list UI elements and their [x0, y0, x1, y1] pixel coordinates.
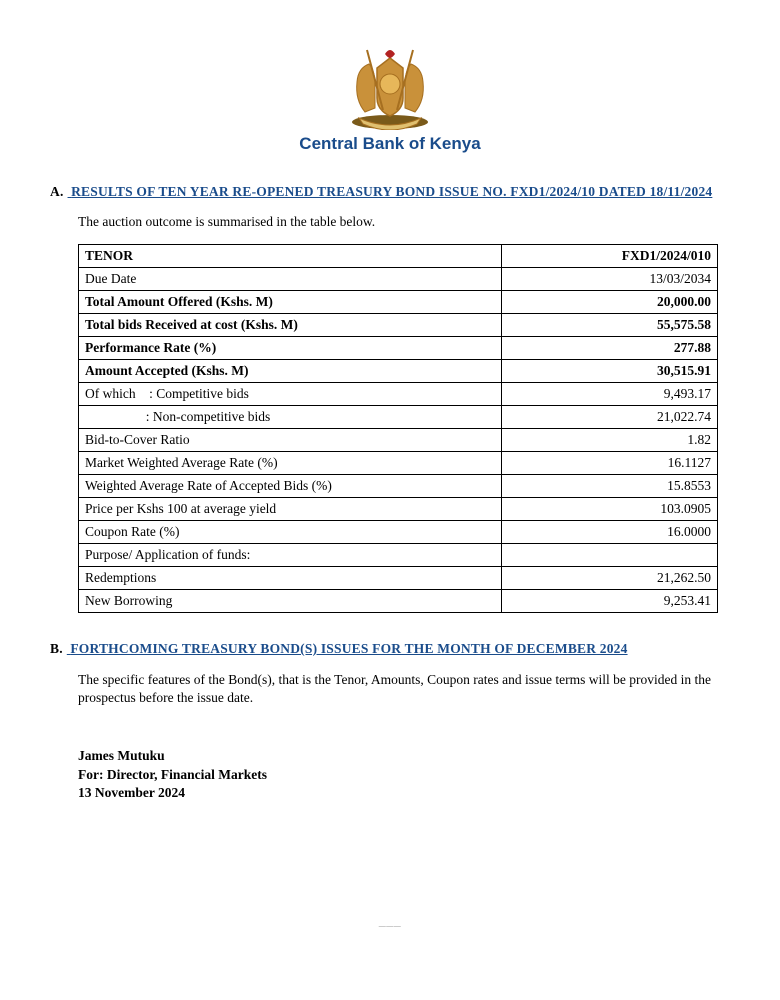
row-value: [501, 544, 717, 567]
row-value: 9,493.17: [501, 383, 717, 406]
document-page: Central Bank of Kenya A. RESULTS OF TEN …: [0, 0, 780, 990]
row-label: Total Amount Offered (Kshs. M): [79, 291, 502, 314]
row-label: Weighted Average Rate of Accepted Bids (…: [79, 475, 502, 498]
section-a-intro: The auction outcome is summarised in the…: [78, 214, 730, 230]
table-row: Total bids Received at cost (Kshs. M)55,…: [79, 314, 718, 337]
table-row: Amount Accepted (Kshs. M)30,515.91: [79, 360, 718, 383]
row-label: Bid-to-Cover Ratio: [79, 429, 502, 452]
coat-of-arms-icon: [335, 40, 445, 130]
signatory-title: For: Director, Financial Markets: [78, 766, 730, 784]
row-value: 16.1127: [501, 452, 717, 475]
table-row: Of which : Competitive bids9,493.17: [79, 383, 718, 406]
row-value: 21,262.50: [501, 567, 717, 590]
row-value: 277.88: [501, 337, 717, 360]
table-row: Coupon Rate (%)16.0000: [79, 521, 718, 544]
section-b-body: The specific features of the Bond(s), th…: [78, 671, 730, 707]
row-value: 15.8553: [501, 475, 717, 498]
footer-mark: ———: [50, 922, 730, 930]
signature-block: James Mutuku For: Director, Financial Ma…: [78, 747, 730, 802]
row-value: 1.82: [501, 429, 717, 452]
table-row: : Non-competitive bids21,022.74: [79, 406, 718, 429]
table-row: Price per Kshs 100 at average yield103.0…: [79, 498, 718, 521]
table-header-row: TENOR FXD1/2024/010: [79, 245, 718, 268]
row-label: Market Weighted Average Rate (%): [79, 452, 502, 475]
organization-name: Central Bank of Kenya: [50, 134, 730, 154]
table-row: Bid-to-Cover Ratio1.82: [79, 429, 718, 452]
row-label: Redemptions: [79, 567, 502, 590]
row-label: Price per Kshs 100 at average yield: [79, 498, 502, 521]
row-label: Total bids Received at cost (Kshs. M): [79, 314, 502, 337]
table-row: Redemptions21,262.50: [79, 567, 718, 590]
row-label: New Borrowing: [79, 590, 502, 613]
row-value: 103.0905: [501, 498, 717, 521]
row-value: 20,000.00: [501, 291, 717, 314]
row-value: 16.0000: [501, 521, 717, 544]
table-row: Weighted Average Rate of Accepted Bids (…: [79, 475, 718, 498]
row-label: Purpose/ Application of funds:: [79, 544, 502, 567]
letterhead: Central Bank of Kenya: [50, 40, 730, 154]
section-a-heading: A. RESULTS OF TEN YEAR RE-OPENED TREASUR…: [50, 184, 730, 200]
table-row: New Borrowing9,253.41: [79, 590, 718, 613]
signatory-date: 13 November 2024: [78, 784, 730, 802]
table-row: Market Weighted Average Rate (%)16.1127: [79, 452, 718, 475]
row-label: Due Date: [79, 268, 502, 291]
table-row: Purpose/ Application of funds:: [79, 544, 718, 567]
section-a-title: RESULTS OF TEN YEAR RE-OPENED TREASURY B…: [71, 184, 712, 199]
row-label: Of which : Competitive bids: [79, 383, 502, 406]
row-label: Coupon Rate (%): [79, 521, 502, 544]
row-value: 13/03/2034: [501, 268, 717, 291]
row-label: Amount Accepted (Kshs. M): [79, 360, 502, 383]
row-value: 55,575.58: [501, 314, 717, 337]
results-table: TENOR FXD1/2024/010 Due Date13/03/2034To…: [78, 244, 718, 613]
table-row: Total Amount Offered (Kshs. M)20,000.00: [79, 291, 718, 314]
signatory-name: James Mutuku: [78, 747, 730, 765]
section-b-title: FORTHCOMING TREASURY BOND(S) ISSUES FOR …: [70, 641, 627, 656]
row-label: : Non-competitive bids: [79, 406, 502, 429]
row-value: 9,253.41: [501, 590, 717, 613]
header-value: FXD1/2024/010: [501, 245, 717, 268]
header-label: TENOR: [79, 245, 502, 268]
table-row: Due Date13/03/2034: [79, 268, 718, 291]
row-value: 21,022.74: [501, 406, 717, 429]
table-row: Performance Rate (%)277.88: [79, 337, 718, 360]
row-value: 30,515.91: [501, 360, 717, 383]
section-b-heading: B. FORTHCOMING TREASURY BOND(S) ISSUES F…: [50, 641, 730, 657]
row-label: Performance Rate (%): [79, 337, 502, 360]
